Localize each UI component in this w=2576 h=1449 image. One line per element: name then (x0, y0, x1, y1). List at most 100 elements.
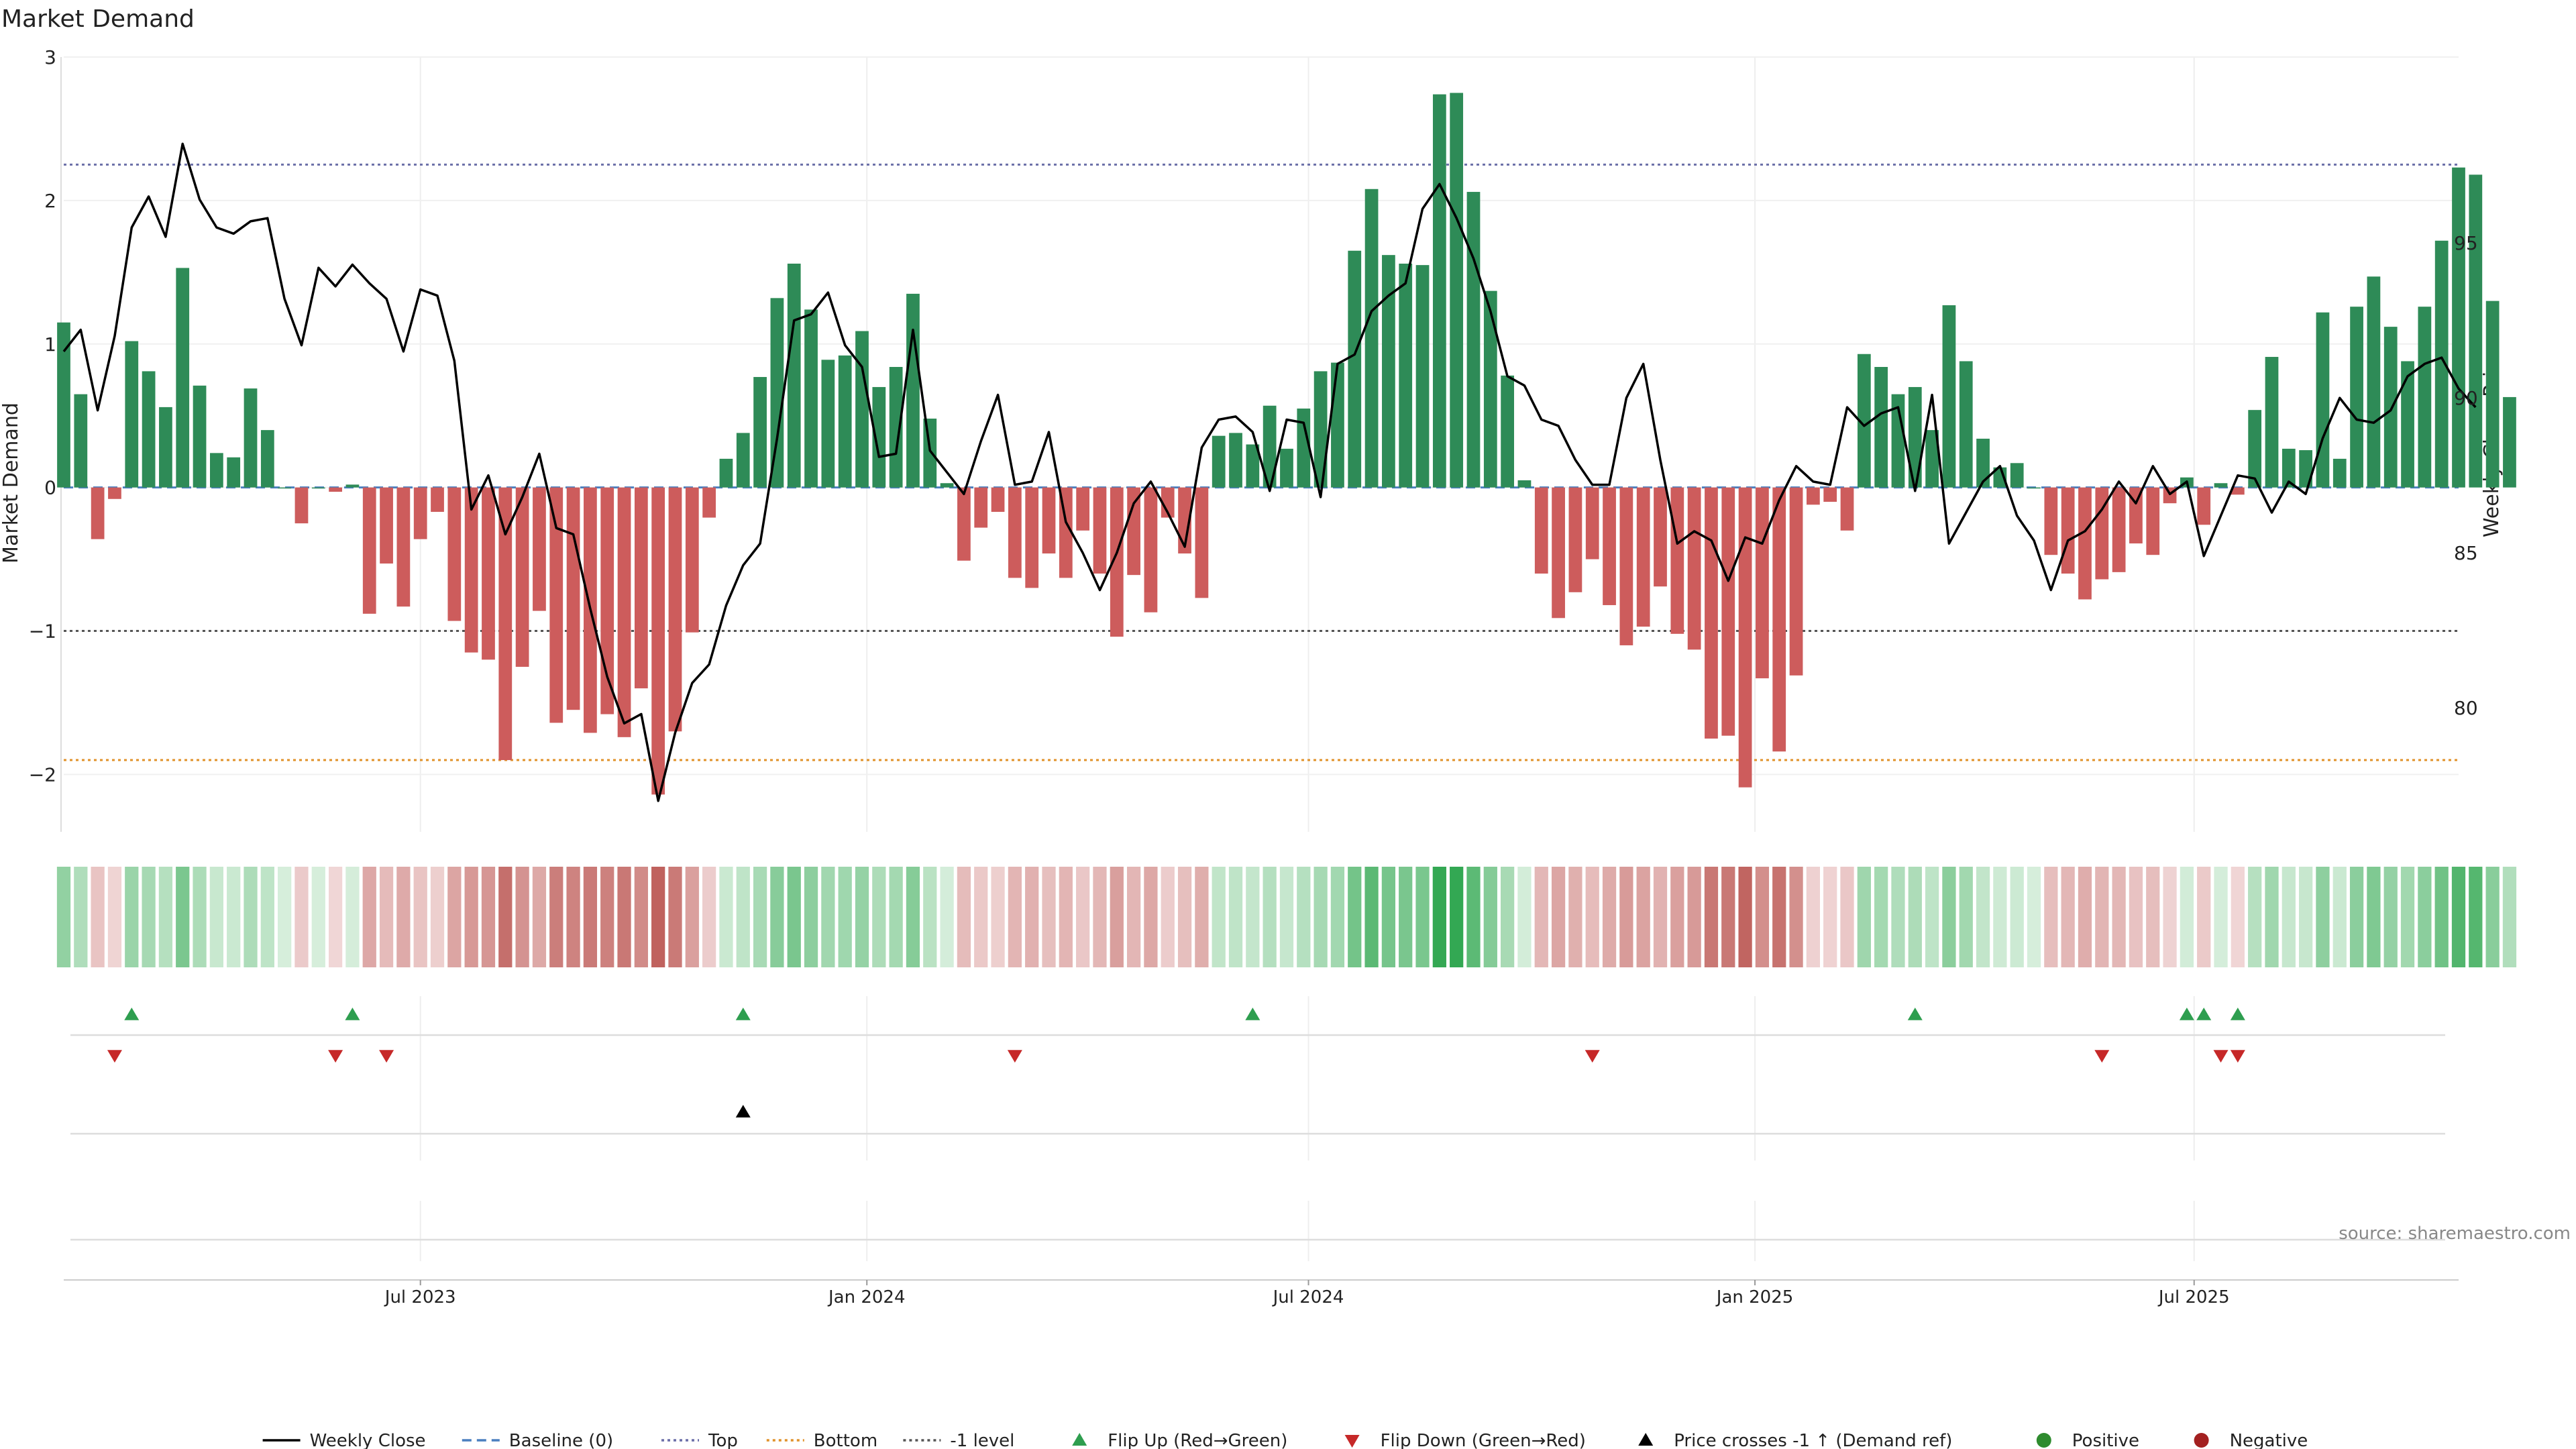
negative-bar (1534, 487, 1548, 574)
positive-bar (1382, 255, 1395, 488)
negative-bar (1721, 487, 1735, 736)
y-tick-label: −1 (29, 621, 56, 643)
heat-cell (1636, 867, 1650, 967)
heat-cell (1126, 867, 1141, 967)
negative-bar (533, 487, 546, 611)
heat-cell (1450, 867, 1464, 967)
negative-bar (1654, 487, 1667, 587)
negative-bar (957, 487, 971, 561)
negative-bar (2146, 487, 2160, 555)
negative-bar (1178, 487, 1191, 554)
negative-bar (1025, 487, 1039, 588)
heat-cell (142, 867, 156, 967)
heat-cell (1704, 867, 1719, 967)
negative-bar (482, 487, 495, 660)
positive-bar (2434, 240, 2449, 488)
heat-cell (1263, 867, 1277, 967)
positive-bar (753, 376, 767, 488)
heat-cell (2197, 867, 2211, 967)
positive-bar (1313, 371, 1328, 488)
heat-cell (2044, 867, 2058, 967)
negative-bar (1127, 487, 1140, 576)
heat-cell (1857, 867, 1871, 967)
negative-bar (1619, 487, 1633, 645)
positive-bar (940, 483, 954, 488)
positive-bar (1229, 433, 1242, 488)
heat-cell (107, 867, 122, 967)
heat-cell (1891, 867, 1905, 967)
heat-cell (2332, 867, 2347, 967)
legend: Weekly Close Baseline (0) Top Bottom -1 leve… (262, 1431, 2308, 1449)
heat-cell (2349, 867, 2364, 967)
positive-bar (1246, 444, 1260, 488)
heat-cell (1297, 867, 1311, 967)
positive-bar (1348, 250, 1362, 488)
heat-cell (1551, 867, 1566, 967)
positive-bar (2350, 307, 2363, 488)
heat-cell (176, 867, 190, 967)
flip-up-marker (735, 1008, 751, 1020)
positive-bar (1517, 480, 1532, 488)
flip-down-marker (328, 1050, 343, 1063)
positive-bar (1364, 189, 1379, 488)
heat-cell (2469, 867, 2483, 967)
positive-bar (1942, 305, 1956, 488)
weekly-close-polyline (62, 142, 2477, 802)
flip-up-marker (1907, 1008, 1923, 1020)
heat-cell (2299, 867, 2313, 967)
heat-cell (1602, 867, 1617, 967)
negative-bar (651, 487, 665, 795)
heat-cell (294, 867, 309, 967)
chart-title: Market Demand (1, 5, 195, 33)
x-tick-label: Jan 2024 (827, 1287, 906, 1307)
negative-bar (634, 487, 648, 689)
heat-cell (158, 867, 173, 967)
heat-cell (1483, 867, 1497, 967)
negative-bar (1772, 487, 1786, 752)
heat-cell (1466, 867, 1481, 967)
legend-label: Negative (2230, 1431, 2308, 1449)
positive-bar (209, 453, 223, 488)
negative-bar (1705, 487, 1718, 739)
flip-up-marker (2179, 1008, 2194, 1020)
legend-label: -1 level (950, 1431, 1014, 1449)
flip-up-marker (1245, 1008, 1260, 1020)
negative-bar (108, 487, 121, 499)
heat-cell (1348, 867, 1362, 967)
weekly-close-line (62, 142, 2477, 802)
heat-cell (1177, 867, 1192, 967)
negative-bar (1670, 487, 1684, 634)
negative-bar (2095, 487, 2109, 580)
positive-bar (2418, 307, 2432, 488)
positive-bar (2214, 483, 2228, 488)
negative-bar (1144, 487, 1158, 612)
negative-bar (1738, 487, 1752, 788)
positive-bar (1891, 394, 1905, 488)
positive-bar (2282, 448, 2296, 488)
heat-cell (991, 867, 1005, 967)
positive-bar (1959, 361, 1973, 488)
negative-bar (2112, 487, 2126, 572)
heat-cell (481, 867, 496, 967)
heat-cell (549, 867, 564, 967)
negative-bar (974, 487, 988, 528)
positive-bar (1450, 93, 1464, 488)
negative-bar (1110, 487, 1124, 637)
positive-bar (889, 367, 903, 488)
heat-cell (2180, 867, 2194, 967)
heat-cell (1228, 867, 1243, 967)
heat-cell (2367, 867, 2381, 967)
heat-cell (1806, 867, 1820, 967)
y2-tick-label: 90 (2454, 387, 2478, 409)
flip-up-marker (2230, 1008, 2245, 1020)
negative-bar (1552, 487, 1565, 619)
heat-cell (1942, 867, 1956, 967)
negative-bar (1636, 487, 1650, 627)
negative-bar (380, 487, 393, 564)
legend-item: Top (661, 1431, 738, 1449)
positive-bar (804, 309, 818, 488)
heat-cell (1195, 867, 1209, 967)
positive-bar (2265, 357, 2279, 488)
heat-cell (532, 867, 547, 967)
heat-cell (1687, 867, 1701, 967)
